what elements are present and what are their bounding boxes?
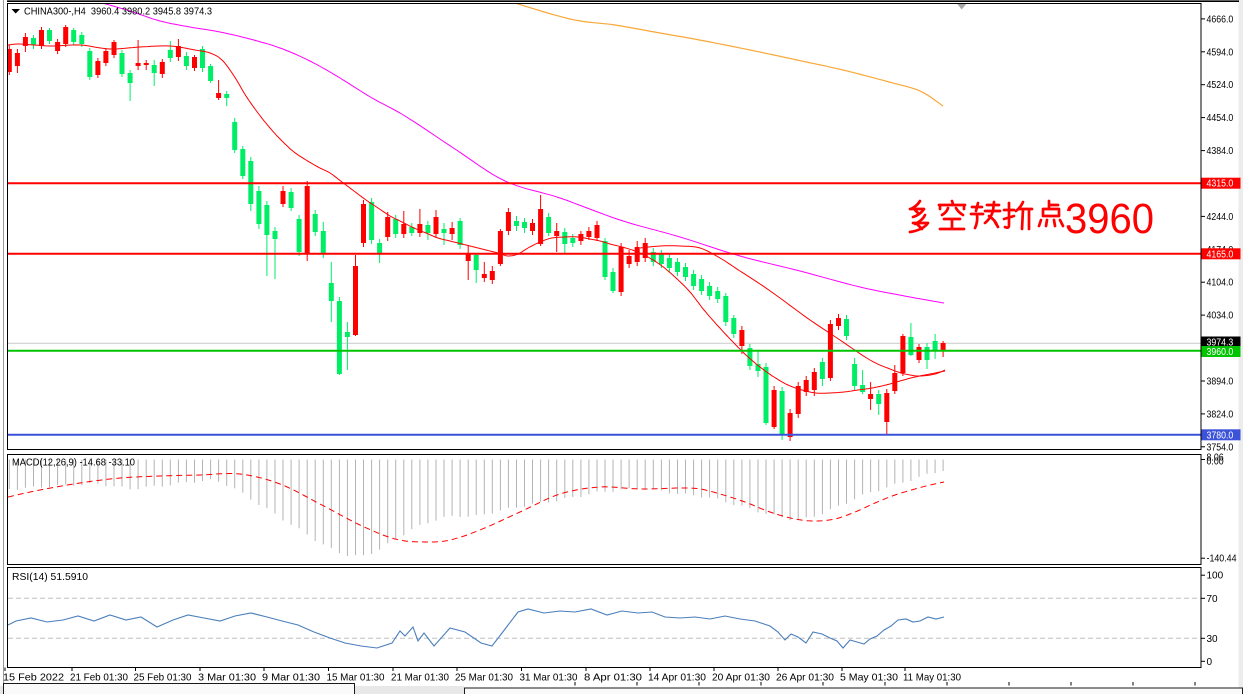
svg-text:3894.0: 3894.0 [1207, 377, 1234, 388]
svg-text:25 Mar 01:30: 25 Mar 01:30 [455, 673, 513, 684]
svg-text:31 Mar 01:30: 31 Mar 01:30 [520, 673, 578, 684]
svg-text:4165.0: 4165.0 [1207, 249, 1234, 260]
svg-text:5 May 01:30: 5 May 01:30 [840, 673, 898, 684]
svg-text:15 Mar 01:30: 15 Mar 01:30 [327, 673, 385, 684]
svg-text:9 Mar 01:30: 9 Mar 01:30 [262, 673, 320, 684]
svg-text:4454.0: 4454.0 [1207, 113, 1234, 124]
svg-text:3960: 3960 [1065, 195, 1154, 243]
svg-text:25 Feb 01:30: 25 Feb 01:30 [134, 673, 192, 684]
svg-text:20 Apr 01:30: 20 Apr 01:30 [712, 673, 770, 684]
svg-text:3780.0: 3780.0 [1207, 430, 1234, 441]
svg-text:3 Mar 01:30: 3 Mar 01:30 [198, 673, 256, 684]
svg-text:8 Apr 01:30: 8 Apr 01:30 [584, 673, 642, 684]
svg-text:3754.0: 3754.0 [1207, 442, 1234, 453]
svg-text:21 Mar 01:30: 21 Mar 01:30 [391, 673, 449, 684]
svg-text:4384.0: 4384.0 [1207, 146, 1234, 157]
svg-text:4244.0: 4244.0 [1207, 212, 1234, 223]
svg-text:MACD(12,26,9) -14.68 -33.10: MACD(12,26,9) -14.68 -33.10 [12, 457, 135, 469]
svg-text:4034.0: 4034.0 [1207, 311, 1234, 322]
svg-text:70: 70 [1207, 594, 1219, 605]
svg-text:4104.0: 4104.0 [1207, 278, 1234, 289]
svg-text:0.00: 0.00 [1207, 457, 1224, 468]
svg-text:100: 100 [1207, 571, 1224, 582]
svg-text:RSI(14) 51.5910: RSI(14) 51.5910 [12, 571, 88, 583]
svg-text:11 May 01:30: 11 May 01:30 [903, 673, 961, 684]
svg-text:21 Feb 01:30: 21 Feb 01:30 [70, 673, 128, 684]
svg-text:4315.0: 4315.0 [1207, 179, 1234, 190]
svg-text:30: 30 [1207, 634, 1219, 645]
svg-text:26 Apr 01:30: 26 Apr 01:30 [776, 673, 834, 684]
svg-text:CHINA300-,H4 3960.4 3980.2 39: CHINA300-,H4 3960.4 3980.2 3945.8 3974.3 [24, 6, 212, 18]
svg-text:15 Feb 2022: 15 Feb 2022 [3, 673, 64, 684]
svg-text:4524.0: 4524.0 [1207, 80, 1234, 91]
svg-text:-140.44: -140.44 [1207, 554, 1237, 565]
svg-text:0: 0 [1207, 657, 1213, 668]
svg-text:4666.0: 4666.0 [1207, 14, 1234, 25]
svg-text:3960.0: 3960.0 [1207, 347, 1234, 358]
svg-text:3824.0: 3824.0 [1207, 409, 1234, 420]
svg-text:4594.0: 4594.0 [1207, 47, 1234, 58]
svg-text:14 Apr 01:30: 14 Apr 01:30 [648, 673, 706, 684]
